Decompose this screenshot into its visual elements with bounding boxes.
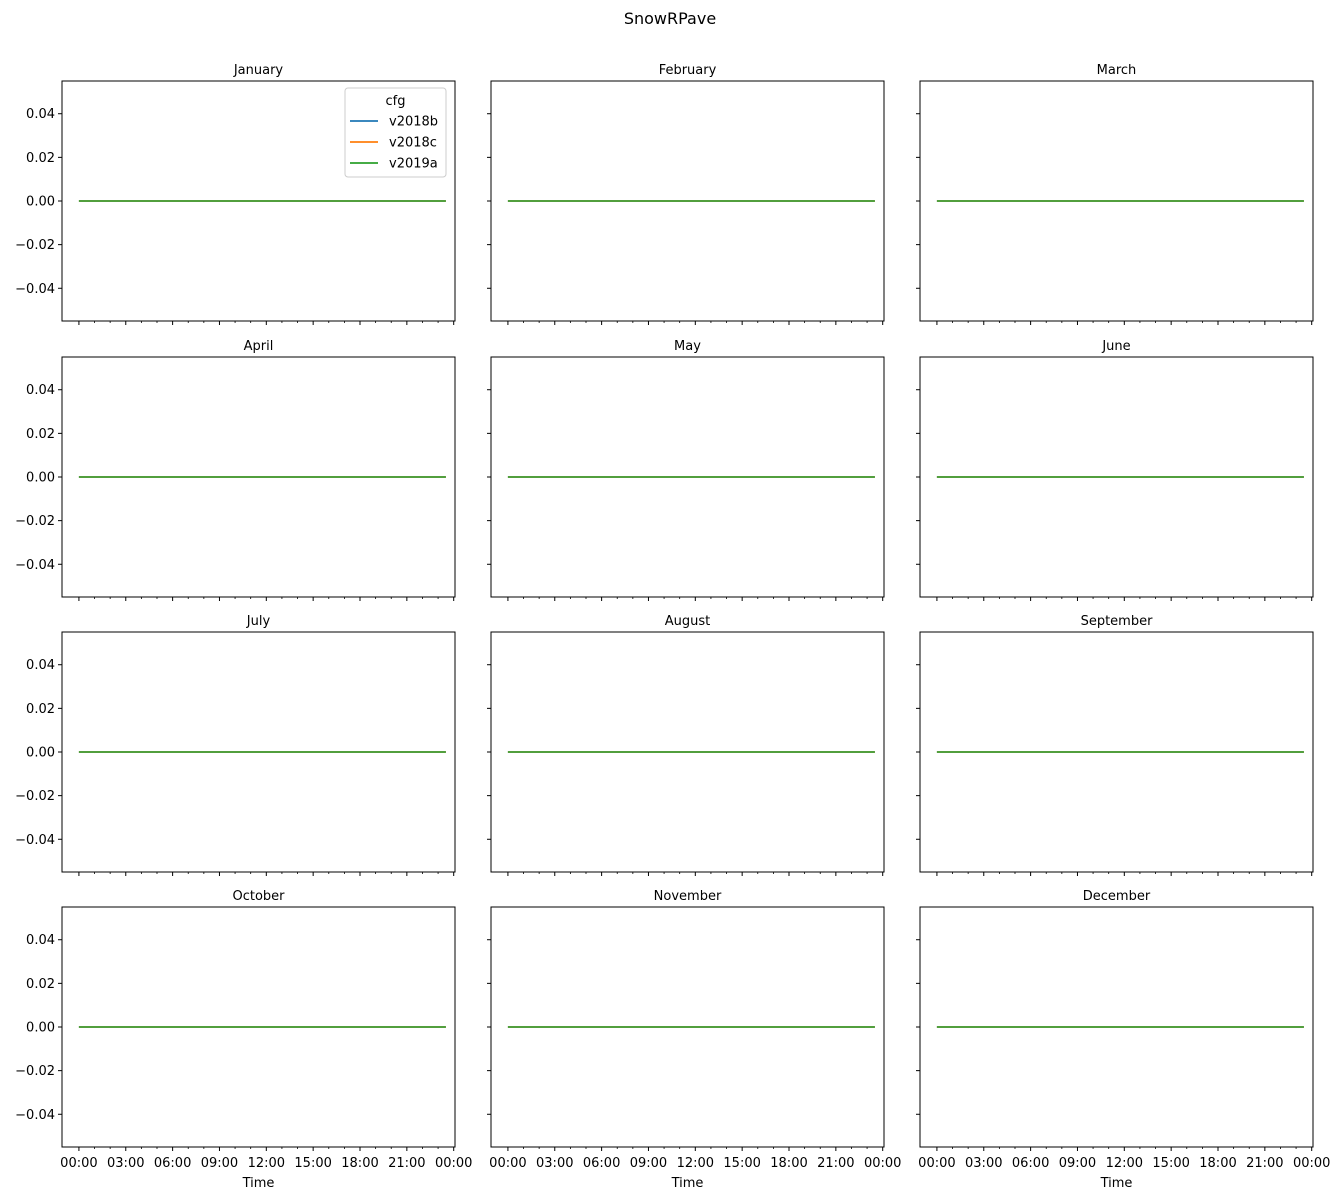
legend-title: cfg <box>386 94 406 109</box>
y-tick-label: −0.02 <box>15 789 55 804</box>
x-tick-label: 18:00 <box>341 1156 378 1171</box>
panel-december: December 00:00 03:00 06:00 09:00 12:00 15:00 18… <box>916 889 1330 1191</box>
panel-title: November <box>654 889 722 904</box>
x-tick-label: 06:00 <box>1012 1156 1049 1171</box>
y-tick-label: −0.02 <box>15 238 55 253</box>
y-tick-label: −0.04 <box>15 558 55 573</box>
y-tick-label: −0.02 <box>15 514 55 529</box>
panel-title: April <box>244 339 274 354</box>
panel-january: January −0.04 −0.02 0.00 0.02 0.04 cfg v2018b v2… <box>15 63 456 325</box>
panel-title: October <box>232 889 285 904</box>
panel-title: June <box>1101 339 1130 354</box>
x-tick-label: 03:00 <box>965 1156 1002 1171</box>
legend-box <box>344 87 447 178</box>
axes-frame <box>919 356 1314 598</box>
x-tick-label: 09:00 <box>201 1156 238 1171</box>
x-tick-label: 09:00 <box>1059 1156 1096 1171</box>
subplot-grid: January −0.04 −0.02 0.00 0.02 0.04 cfg v2018b v2… <box>15 63 1330 1191</box>
x-tick-label: 12:00 <box>248 1156 285 1171</box>
panel-title: May <box>674 339 701 354</box>
panel-may: May <box>487 339 885 601</box>
x-tick-label: 21:00 <box>817 1156 854 1171</box>
panel-april: April −0.04 −0.02 0.00 0.02 0.04 <box>15 339 456 601</box>
y-tick-label: 0.02 <box>26 702 55 717</box>
x-tick-label: 12:00 <box>677 1156 714 1171</box>
panel-march: March <box>916 63 1314 325</box>
y-tick-label: 0.02 <box>26 427 55 442</box>
x-tick-label: 00:00 <box>864 1156 901 1171</box>
x-tick-label: 15:00 <box>294 1156 331 1171</box>
panel-october: October −0.04 −0.02 0.00 0.02 0.04 00:00 03:00 0… <box>15 889 472 1191</box>
panel-title: February <box>659 63 717 78</box>
x-tick-label: 21:00 <box>1246 1156 1283 1171</box>
panel-title: July <box>246 614 271 629</box>
x-tick-label: 00:00 <box>435 1156 472 1171</box>
x-tick-label: 03:00 <box>107 1156 144 1171</box>
axes-frame <box>919 631 1314 873</box>
y-tick-label: 0.04 <box>26 383 55 398</box>
panel-february: February <box>487 63 885 325</box>
y-tick-label: −0.04 <box>15 1108 55 1123</box>
y-tick-label: 0.04 <box>26 107 55 122</box>
x-tick-label: 00:00 <box>918 1156 955 1171</box>
panel-title: August <box>665 614 711 629</box>
panel-title: September <box>1081 614 1154 629</box>
x-tick-label: 18:00 <box>1199 1156 1236 1171</box>
x-tick-label: 09:00 <box>630 1156 667 1171</box>
y-tick-label: 0.02 <box>26 977 55 992</box>
panel-september: September <box>916 614 1314 876</box>
x-tick-label: 06:00 <box>154 1156 191 1171</box>
axes-frame <box>490 906 885 1148</box>
y-tick-label: 0.02 <box>26 151 55 166</box>
y-tick-label: 0.00 <box>26 746 55 761</box>
y-tick-label: 0.00 <box>26 195 55 210</box>
x-tick-label: 15:00 <box>1152 1156 1189 1171</box>
y-tick-label: −0.04 <box>15 833 55 848</box>
y-tick-label: −0.04 <box>15 282 55 297</box>
axes-frame <box>490 356 885 598</box>
y-tick-label: 0.00 <box>26 1021 55 1036</box>
axes-frame <box>61 906 456 1148</box>
panel-july: July −0.04 −0.02 0.00 0.02 0.04 <box>15 614 456 876</box>
legend: cfg v2018b v2018c v2019a <box>344 87 447 178</box>
x-tick-label: 15:00 <box>723 1156 760 1171</box>
panel-november: November 00:00 03:00 06:00 09:00 12:00 15:00 18… <box>487 889 901 1191</box>
legend-entry-label: v2018c <box>389 136 437 151</box>
y-tick-label: 0.04 <box>26 933 55 948</box>
x-tick-label: 00:00 <box>1293 1156 1330 1171</box>
x-axis-label: Time <box>242 1176 275 1191</box>
x-axis-label: Time <box>1100 1176 1133 1191</box>
axes-frame <box>61 80 456 322</box>
axes-frame <box>919 80 1314 322</box>
x-tick-label: 21:00 <box>388 1156 425 1171</box>
legend-entry-label: v2018b <box>389 115 438 130</box>
x-tick-label: 03:00 <box>536 1156 573 1171</box>
panel-title: January <box>233 63 284 78</box>
axes-frame <box>490 631 885 873</box>
axes-frame <box>61 631 456 873</box>
x-tick-label: 00:00 <box>60 1156 97 1171</box>
axes-frame <box>919 906 1314 1148</box>
panel-august: August <box>487 614 885 876</box>
y-tick-label: 0.00 <box>26 471 55 486</box>
axes-frame <box>61 356 456 598</box>
x-axis-label: Time <box>671 1176 704 1191</box>
x-tick-label: 06:00 <box>583 1156 620 1171</box>
y-tick-label: −0.02 <box>15 1064 55 1079</box>
panel-title: March <box>1097 63 1137 78</box>
x-tick-label: 18:00 <box>770 1156 807 1171</box>
panel-title: December <box>1083 889 1151 904</box>
x-tick-label: 00:00 <box>489 1156 526 1171</box>
figure-title: SnowRPave <box>624 9 716 28</box>
panel-june: June <box>916 339 1314 601</box>
axes-frame <box>490 80 885 322</box>
legend-entry-label: v2019a <box>389 157 438 172</box>
y-tick-label: 0.04 <box>26 658 55 673</box>
x-tick-label: 12:00 <box>1106 1156 1143 1171</box>
